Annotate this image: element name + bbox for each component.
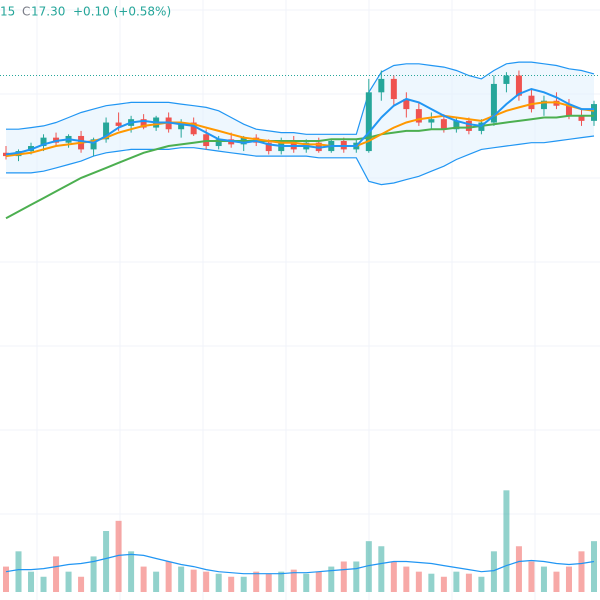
candle-body bbox=[365, 92, 372, 152]
volume-bar bbox=[428, 573, 435, 592]
candle-body bbox=[415, 109, 422, 123]
volume-bar bbox=[390, 561, 397, 592]
band-upper bbox=[6, 61, 595, 135]
volume-bar bbox=[65, 571, 72, 592]
candle-body bbox=[465, 120, 472, 131]
volume-bar bbox=[290, 569, 297, 592]
band-lower bbox=[6, 135, 595, 186]
volume-bar bbox=[453, 571, 460, 592]
volume-bar bbox=[340, 561, 347, 592]
volume-bar bbox=[215, 573, 222, 592]
candle-body bbox=[103, 122, 110, 140]
volume-bar bbox=[478, 576, 485, 592]
volume-bar bbox=[315, 571, 322, 592]
volume-bar bbox=[15, 551, 22, 592]
candle-body bbox=[190, 122, 197, 135]
volume-bar bbox=[278, 571, 285, 592]
plot-area bbox=[0, 61, 600, 592]
volume-bar bbox=[578, 551, 585, 592]
volume-bar bbox=[103, 531, 110, 592]
volume-bar bbox=[28, 571, 35, 592]
volume-bar bbox=[515, 546, 522, 592]
candle-body bbox=[3, 152, 9, 157]
candle-body bbox=[140, 119, 147, 128]
volume-bar bbox=[440, 576, 447, 592]
volume-bar bbox=[378, 546, 385, 592]
candle-body bbox=[528, 95, 535, 110]
volume-bar bbox=[90, 556, 97, 592]
volume-bar bbox=[503, 490, 510, 592]
volume-bar bbox=[540, 566, 547, 592]
volume-bar bbox=[115, 520, 122, 592]
volume-bar bbox=[165, 561, 172, 592]
legend-close-label: C bbox=[22, 5, 30, 19]
legend-change: +0.10 (+0.58%) bbox=[73, 5, 171, 19]
volume-ma bbox=[5, 553, 595, 575]
candle-body bbox=[515, 75, 522, 96]
volume-bar bbox=[253, 571, 260, 592]
candle-body bbox=[578, 115, 585, 121]
candle-body bbox=[90, 139, 97, 150]
candle-body bbox=[591, 104, 597, 121]
volume-bar bbox=[203, 571, 210, 592]
moving-average bbox=[5, 87, 594, 156]
legend-close: 17.30 bbox=[31, 5, 65, 19]
candle-body bbox=[390, 78, 397, 100]
volume-bar bbox=[565, 566, 572, 592]
candle-body bbox=[178, 122, 185, 130]
candle-body bbox=[40, 137, 47, 147]
volume-bar bbox=[465, 573, 472, 592]
volume-bar bbox=[140, 566, 147, 592]
volume-bar bbox=[490, 551, 497, 592]
candle-body bbox=[428, 119, 435, 123]
candle-body bbox=[440, 119, 447, 130]
candle-body bbox=[215, 139, 222, 147]
candle-body bbox=[503, 75, 510, 84]
volume-bar bbox=[265, 573, 272, 592]
volume-bar bbox=[415, 571, 422, 592]
volume-bar bbox=[153, 571, 160, 592]
volume-bar bbox=[3, 566, 9, 592]
volume-bar bbox=[128, 551, 135, 592]
candle-body bbox=[565, 105, 572, 116]
candle-body bbox=[378, 78, 385, 93]
candle-body bbox=[403, 99, 410, 110]
volume-bar bbox=[53, 556, 60, 592]
volume-bar bbox=[78, 576, 85, 592]
candle-body bbox=[115, 122, 122, 126]
candle-body bbox=[265, 142, 272, 152]
volume-bar bbox=[40, 576, 47, 592]
volume-bar bbox=[178, 566, 185, 592]
volume-bar bbox=[328, 566, 335, 592]
band-fill bbox=[6, 62, 594, 185]
volume-bar bbox=[353, 561, 360, 592]
legend: 15 C 17.30 +0.10 (+0.58%) bbox=[0, 5, 171, 19]
volume-bar bbox=[303, 573, 310, 592]
volume-bar bbox=[403, 566, 410, 592]
volume-bar bbox=[365, 541, 372, 592]
candle-body bbox=[540, 100, 547, 110]
candle-body bbox=[453, 120, 460, 130]
volume-bar bbox=[528, 561, 535, 592]
volume-bar bbox=[190, 569, 197, 592]
moving-average bbox=[5, 114, 594, 220]
volume-bar bbox=[591, 541, 597, 592]
volume-bar bbox=[228, 576, 235, 592]
legend-low: 15 bbox=[0, 5, 15, 19]
volume-bar bbox=[553, 571, 560, 592]
candle-body bbox=[490, 83, 497, 123]
volume-bar bbox=[240, 576, 247, 592]
